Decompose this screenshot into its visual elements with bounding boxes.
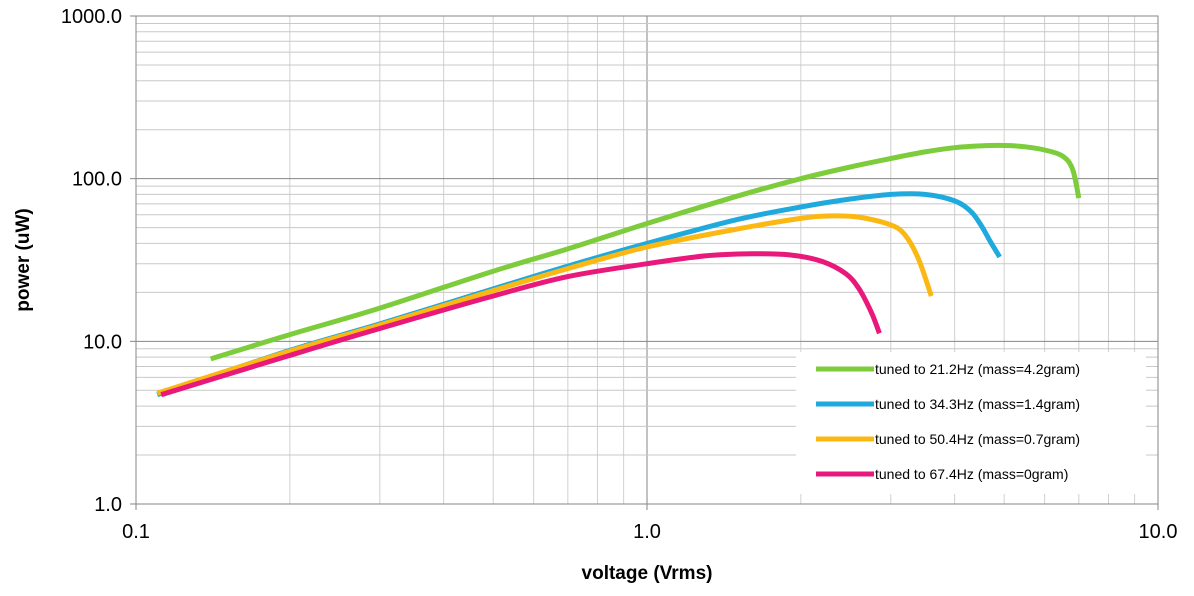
series-line-4 <box>160 251 882 398</box>
series-line-3 <box>156 213 934 396</box>
x-tick-label: 10.0 <box>1139 521 1178 543</box>
legend: tuned to 21.2Hz (mass=4.2gram) tuned to 3… <box>796 352 1146 494</box>
legend-label-3: tuned to 50.4Hz (mass=0.7gram) <box>875 431 1080 447</box>
legend-label-1: tuned to 21.2Hz (mass=4.2gram) <box>875 361 1080 377</box>
x-axis-title: voltage (Vrms) <box>582 563 713 584</box>
legend-label-2: tuned to 34.3Hz (mass=1.4gram) <box>875 396 1080 412</box>
legend-label-4: tuned to 67.4Hz (mass=0gram) <box>875 466 1068 482</box>
y-tick-label: 1000.0 <box>61 6 122 28</box>
x-tick-label: 0.1 <box>122 521 150 543</box>
x-tick-label: 1.0 <box>633 521 661 543</box>
series-lines <box>156 142 1082 398</box>
y-tick-label: 100.0 <box>72 169 122 191</box>
legend-box <box>796 352 1146 494</box>
y-tick-labels: 1.0 10.0 100.0 1000.0 <box>61 6 136 516</box>
y-tick-label: 10.0 <box>83 331 122 353</box>
x-tick-labels: 0.1 1.0 10.0 <box>122 504 1177 543</box>
y-axis-title: power (uW) <box>13 208 34 311</box>
y-tick-label: 1.0 <box>94 494 122 516</box>
series-line-1 <box>209 142 1082 362</box>
